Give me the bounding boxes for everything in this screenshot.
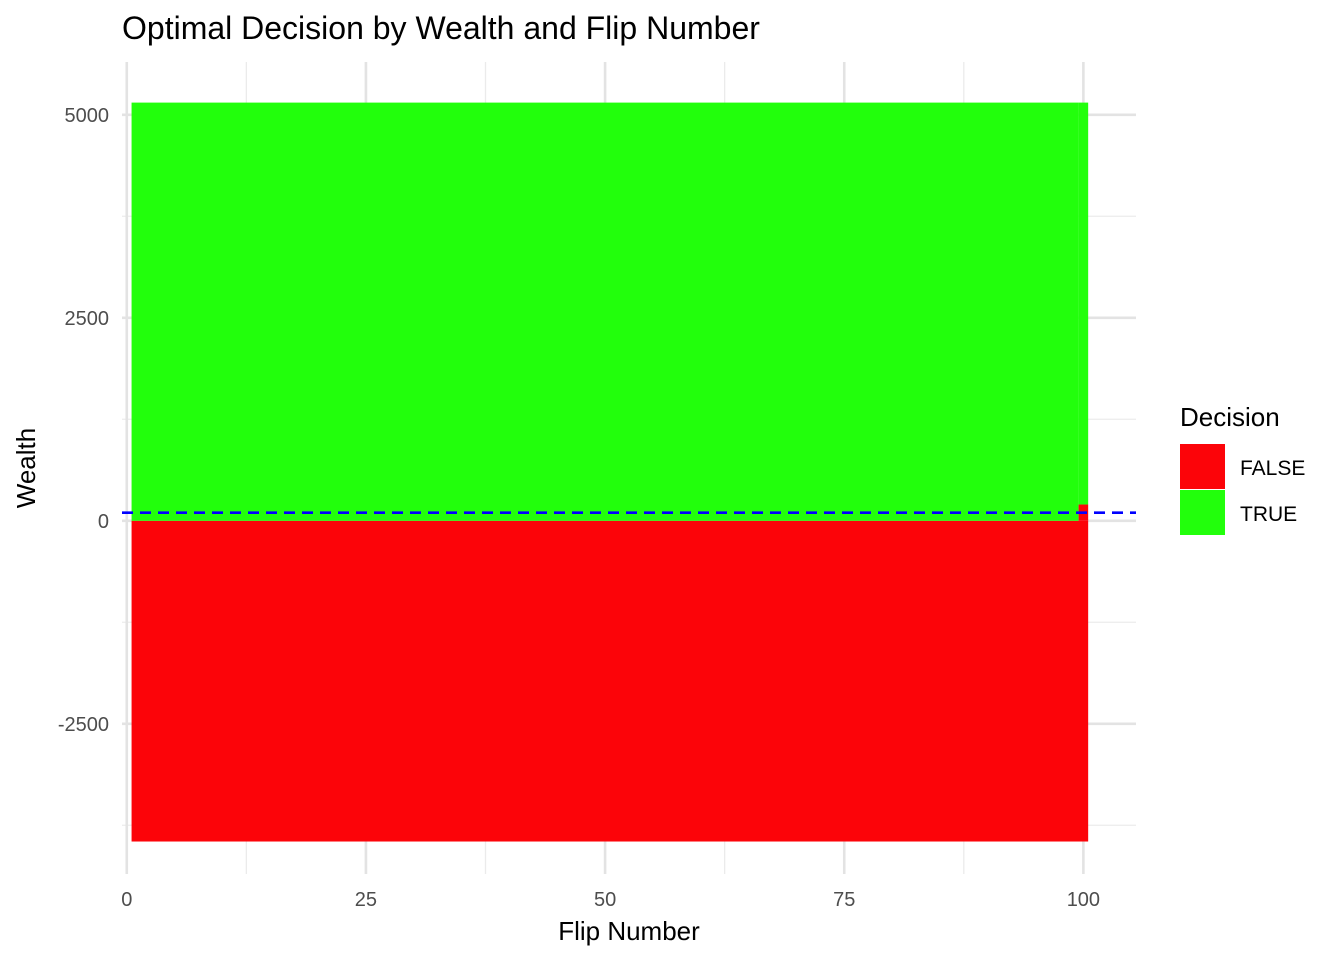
chart-title: Optimal Decision by Wealth and Flip Numb…: [122, 10, 760, 46]
legend-key-true: [1180, 490, 1225, 535]
y-axis-label: Wealth: [11, 428, 41, 508]
region-true: [1078, 102, 1089, 505]
region-true: [131, 102, 1079, 521]
x-axis-label: Flip Number: [558, 916, 700, 946]
x-tick-label: 0: [121, 889, 132, 911]
decision-regions: [131, 102, 1089, 842]
legend-key-false: [1180, 444, 1225, 489]
x-axis-ticks: 0 25 50 75 100: [121, 889, 1100, 911]
legend-label-false: FALSE: [1240, 457, 1305, 480]
y-tick-label: 5000: [65, 105, 110, 127]
legend: Decision FALSE TRUE: [1180, 402, 1305, 535]
legend-label-true: TRUE: [1240, 503, 1297, 526]
y-axis-ticks: -2500 0 2500 5000: [58, 105, 109, 736]
y-tick-label: 2500: [65, 308, 110, 330]
x-tick-label: 75: [833, 889, 855, 911]
legend-title: Decision: [1180, 402, 1280, 432]
y-tick-label: -2500: [58, 714, 109, 736]
y-tick-label: 0: [98, 511, 109, 533]
x-tick-label: 100: [1067, 889, 1100, 911]
x-tick-label: 50: [594, 889, 616, 911]
x-tick-label: 25: [355, 889, 377, 911]
region-false: [131, 520, 1089, 842]
